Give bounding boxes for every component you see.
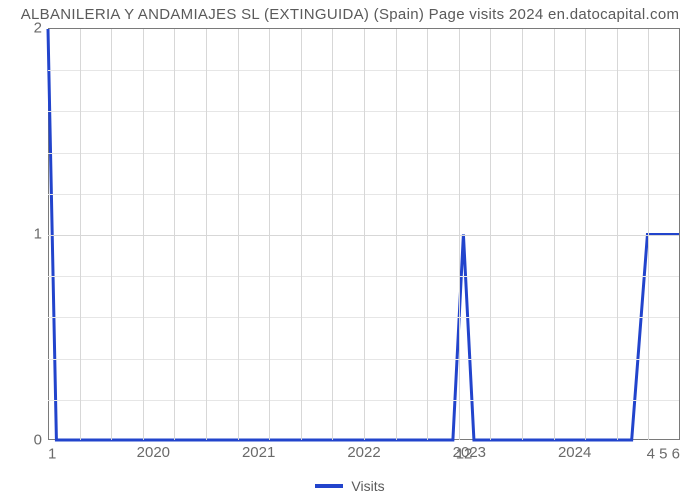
- legend-label: Visits: [351, 478, 384, 494]
- x-tick-label: 2022: [347, 444, 380, 461]
- visits-line-chart: ALBANILERIA Y ANDAMIAJES SL (EXTINGUIDA)…: [0, 0, 700, 500]
- plot-area: [48, 28, 680, 440]
- grid-v: [238, 29, 239, 440]
- grid-v: [648, 29, 649, 440]
- y-tick-label: 0: [6, 432, 42, 449]
- grid-v: [111, 29, 112, 440]
- grid-v: [143, 29, 144, 440]
- grid-v: [427, 29, 428, 440]
- data-annotation: 1: [48, 446, 56, 463]
- x-tick-label: 2021: [242, 444, 275, 461]
- grid-v: [364, 29, 365, 440]
- grid-v: [396, 29, 397, 440]
- y-tick-label: 1: [6, 226, 42, 243]
- grid-v: [80, 29, 81, 440]
- legend-swatch: [315, 484, 343, 488]
- grid-v: [617, 29, 618, 440]
- data-annotation: 12: [456, 446, 473, 463]
- grid-v: [522, 29, 523, 440]
- y-tick-label: 2: [6, 20, 42, 37]
- grid-v: [332, 29, 333, 440]
- grid-v: [585, 29, 586, 440]
- chart-title: ALBANILERIA Y ANDAMIAJES SL (EXTINGUIDA)…: [0, 6, 700, 23]
- grid-v: [269, 29, 270, 440]
- grid-v: [174, 29, 175, 440]
- grid-v: [459, 29, 460, 440]
- grid-v: [206, 29, 207, 440]
- data-annotation: 4 5 6: [647, 446, 680, 463]
- x-tick-label: 2020: [137, 444, 170, 461]
- grid-v: [554, 29, 555, 440]
- grid-v: [490, 29, 491, 440]
- grid-v: [301, 29, 302, 440]
- legend: Visits: [0, 478, 700, 494]
- x-tick-label: 2024: [558, 444, 591, 461]
